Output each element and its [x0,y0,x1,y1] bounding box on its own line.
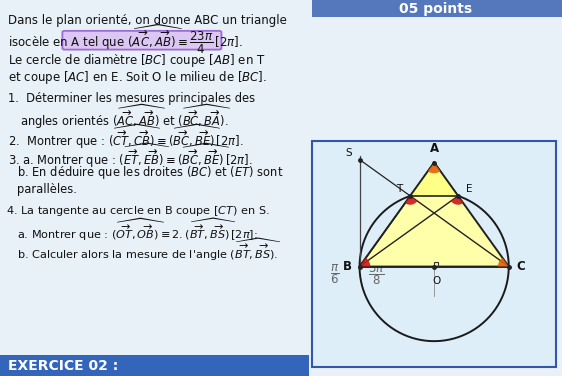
Text: C: C [516,260,525,273]
Text: E: E [466,184,473,194]
Text: 05 points: 05 points [399,2,472,16]
Text: Le cercle de diamètre $[BC]$ coupe $[AB]$ en T: Le cercle de diamètre $[BC]$ coupe $[AB]… [8,52,266,69]
Text: O: O [432,276,440,287]
Wedge shape [360,258,370,267]
Text: T: T [396,184,402,194]
Wedge shape [451,196,463,205]
Text: A: A [429,142,439,155]
Wedge shape [428,162,441,173]
Polygon shape [410,162,458,196]
FancyBboxPatch shape [62,31,221,50]
Text: 1.  Déterminer les mesures principales des: 1. Déterminer les mesures principales de… [8,92,256,105]
Text: b. Calculer alors la mesure de l'angle $\widehat{(\overrightarrow{BT},\overright: b. Calculer alors la mesure de l'angle $… [17,237,282,263]
Wedge shape [405,196,418,205]
Bar [434,262,438,267]
Text: EXERCICE 02 :: EXERCICE 02 : [8,359,119,373]
Text: $\dfrac{3\pi}{8}$: $\dfrac{3\pi}{8}$ [368,262,385,287]
Text: angles orientés $\widehat{(\overrightarrow{AC},\overrightarrow{AB})}$ et $\wideh: angles orientés $\widehat{(\overrightarr… [20,102,232,131]
Text: a. Montrer que : $\widehat{(\overrightarrow{OT},\overrightarrow{OB})} \equiv 2.\: a. Montrer que : $\widehat{(\overrightar… [17,217,257,243]
Bar [312,0,562,17]
Text: b. En déduire que les droites $(BC)$ et $(ET)$ sont: b. En déduire que les droites $(BC)$ et … [17,164,283,182]
Bar [0,355,309,376]
Text: parallèles.: parallèles. [17,183,77,196]
Text: 3. a. Montrer que : $\widehat{(\overrightarrow{ET},\overrightarrow{EB})} \equiv : 3. a. Montrer que : $\widehat{(\overrigh… [8,142,253,170]
Wedge shape [498,258,509,267]
Polygon shape [360,162,509,267]
Text: S: S [345,148,352,158]
Text: 4. La tangente au cercle en B coupe $[CT)$ en S.: 4. La tangente au cercle en B coupe $[CT… [6,203,269,218]
Text: Dans le plan orienté, on donne ABC un triangle: Dans le plan orienté, on donne ABC un tr… [8,14,287,27]
Text: $\dfrac{\pi}{6}$: $\dfrac{\pi}{6}$ [330,262,339,287]
Bar [312,141,556,367]
Text: et coupe $[AC]$ en E. Soit O le milieu de $[BC]$.: et coupe $[AC]$ en E. Soit O le milieu d… [8,69,268,86]
Text: B: B [343,260,352,273]
Text: isocèle en A tel que $\widehat{(\overrightarrow{AC},\overrightarrow{AB})} \equiv: isocèle en A tel que $\widehat{(\overrig… [8,23,243,56]
Text: 2.  Montrer que : $\widehat{(\overrightarrow{CT},\overrightarrow{CB})} \equiv \w: 2. Montrer que : $\widehat{(\overrightar… [8,122,244,151]
